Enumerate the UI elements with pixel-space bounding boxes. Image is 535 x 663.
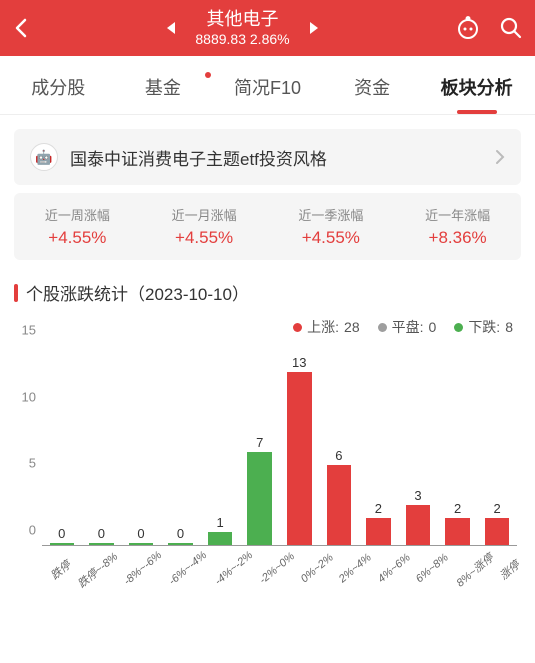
stat-label: 近一月涨幅	[145, 205, 264, 224]
next-icon[interactable]	[308, 21, 320, 35]
bar	[445, 518, 470, 545]
banner-text: 国泰中证消费电子主题etf投资风格	[70, 145, 483, 170]
bar	[208, 532, 233, 545]
bar-col: 1	[200, 515, 240, 545]
back-icon[interactable]	[12, 16, 30, 40]
legend-down: 下跌: 8	[454, 317, 513, 337]
tab-资金[interactable]: 资金	[322, 66, 423, 114]
stat-item: 近一月涨幅 +4.55%	[141, 193, 268, 260]
bar-col: 2	[438, 501, 478, 545]
y-tick: 10	[22, 389, 36, 404]
stat-value: +4.55%	[18, 228, 137, 248]
bar	[327, 465, 352, 545]
bar-value: 6	[335, 448, 342, 463]
bar	[406, 505, 431, 545]
x-label: 跌停	[42, 551, 68, 605]
bar-col: 0	[82, 526, 122, 545]
y-tick: 0	[29, 523, 36, 538]
y-tick: 15	[22, 323, 36, 338]
bar-col: 2	[359, 501, 399, 545]
stat-value: +4.55%	[272, 228, 391, 248]
bar-chart: 051015 0000171362322 跌停跌停~-8%-8%~-6%-6%~…	[14, 345, 521, 605]
x-axis-line	[42, 545, 517, 546]
bar-col: 3	[398, 488, 438, 545]
bar-value: 0	[177, 526, 184, 541]
bar-col: 0	[121, 526, 161, 545]
stat-value: +4.55%	[145, 228, 264, 248]
tab-成分股[interactable]: 成分股	[8, 66, 109, 114]
stat-item: 近一周涨幅 +4.55%	[14, 193, 141, 260]
chevron-right-icon	[495, 149, 505, 165]
bar-value: 0	[58, 526, 65, 541]
bar	[366, 518, 391, 545]
bar-value: 2	[494, 501, 501, 516]
header-center: 其他电子 8889.83 2.86%	[165, 9, 319, 47]
section-title: 个股涨跌统计（2023-10-10）	[14, 280, 521, 305]
bar-value: 0	[98, 526, 105, 541]
stat-label: 近一周涨幅	[18, 205, 137, 224]
sector-title: 其他电子	[195, 9, 289, 31]
bar-col: 2	[477, 501, 517, 545]
bar-value: 0	[137, 526, 144, 541]
prev-icon[interactable]	[165, 21, 177, 35]
bar-value: 2	[454, 501, 461, 516]
bar-value: 2	[375, 501, 382, 516]
legend-up: 上涨: 28	[293, 317, 359, 337]
etf-banner[interactable]: 🤖 国泰中证消费电子主题etf投资风格	[14, 129, 521, 185]
bar-value: 7	[256, 435, 263, 450]
bar-value: 3	[414, 488, 421, 503]
chart-bars: 0 0 0 0 1 7 13 6 2 3 2 2	[42, 345, 517, 545]
x-axis-labels: 跌停跌停~-8%-8%~-6%-6%~-4%-4%~-2%-2%~0%0%~2%…	[42, 551, 517, 605]
chart-legend: 上涨: 28 平盘: 0 下跌: 8	[14, 317, 521, 337]
tab-板块分析[interactable]: 板块分析	[426, 66, 527, 114]
bar-col: 0	[161, 526, 201, 545]
tab-基金[interactable]: 基金	[113, 66, 214, 114]
search-icon[interactable]	[499, 16, 523, 40]
tabs: 成分股基金简况F10资金板块分析	[0, 56, 535, 115]
bar-value: 13	[292, 355, 306, 370]
stat-item: 近一季涨幅 +4.55%	[268, 193, 395, 260]
bar-col: 0	[42, 526, 82, 545]
stat-label: 近一季涨幅	[272, 205, 391, 224]
y-axis: 051015	[14, 345, 38, 545]
stats-row: 近一周涨幅 +4.55% 近一月涨幅 +4.55% 近一季涨幅 +4.55% 近一年涨幅 +8…	[14, 193, 521, 260]
stat-label: 近一年涨幅	[398, 205, 517, 224]
robot-icon[interactable]	[455, 15, 481, 41]
stat-item: 近一年涨幅 +8.36%	[394, 193, 521, 260]
header: 其他电子 8889.83 2.86%	[0, 0, 535, 56]
robot-avatar-icon: 🤖	[30, 143, 58, 171]
bar	[485, 518, 510, 545]
bar-col: 7	[240, 435, 280, 545]
bar	[247, 452, 272, 545]
sector-price: 8889.83 2.86%	[195, 31, 289, 47]
legend-flat: 平盘: 0	[378, 317, 437, 337]
bar-col: 6	[319, 448, 359, 545]
stat-value: +8.36%	[398, 228, 517, 248]
y-tick: 5	[29, 456, 36, 471]
bar-col: 13	[279, 355, 319, 545]
tab-简况F10[interactable]: 简况F10	[217, 66, 318, 114]
bar-value: 1	[216, 515, 223, 530]
bar	[287, 372, 312, 545]
